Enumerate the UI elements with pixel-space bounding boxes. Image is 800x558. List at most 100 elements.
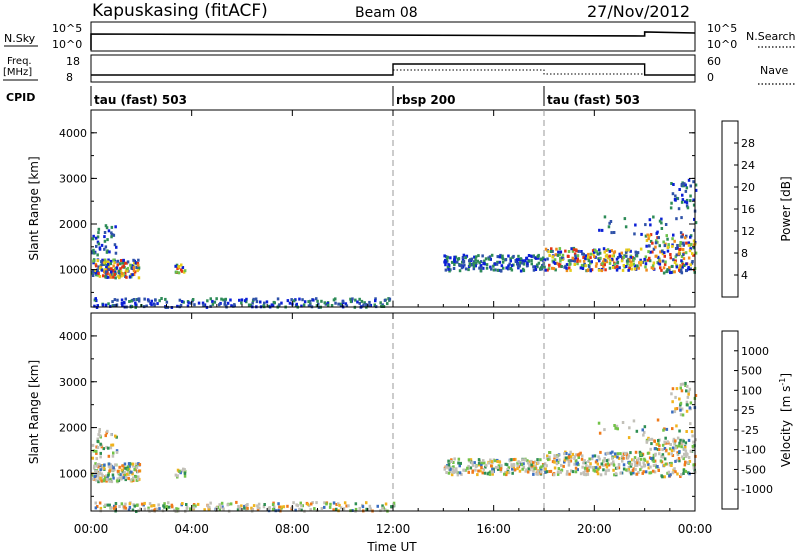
data-cell [580,263,584,267]
data-cell [647,466,650,470]
data-cell [628,426,631,430]
data-cell [633,267,637,271]
data-cell [659,266,662,270]
data-cell [512,463,516,467]
data-cell [654,245,657,249]
data-cell [128,502,132,506]
data-cell [680,271,684,275]
data-cell [233,303,236,307]
data-cell [684,200,687,204]
data-cell [576,468,579,472]
colorbar-label-unit: [m s [779,386,793,412]
data-cell [478,266,481,270]
data-cell [613,262,617,266]
data-cell [132,298,136,301]
data-cell [474,255,478,259]
data-cell [95,470,99,474]
data-cell [579,472,583,476]
data-cell [310,502,313,506]
data-cell [595,466,598,470]
data-cell [104,224,108,228]
data-cell [688,249,692,253]
data-cell [683,182,686,186]
data-cell [467,470,470,474]
y-tick-label: 3000 [59,172,87,185]
data-cell [445,465,448,469]
data-cell [483,259,486,263]
data-cell [677,444,681,448]
data-cell [627,468,630,472]
data-cell [100,243,104,247]
data-cell [554,268,557,272]
data-cell [245,297,248,301]
data-cell [206,299,209,303]
data-cell [103,258,107,262]
data-cell [119,262,122,266]
data-cell [131,462,135,466]
data-cell [300,508,303,512]
data-cell [687,241,691,245]
data-cell [517,465,521,469]
data-cell [537,461,540,465]
data-cell [689,184,692,188]
data-cell [587,460,590,463]
data-cell [576,262,579,266]
data-cell [317,302,320,306]
data-cell [555,462,559,466]
data-cell [564,249,567,253]
data-cell [684,183,687,187]
data-cell [118,269,121,273]
data-cell [132,266,136,270]
data-cell [447,263,450,267]
data-cell [686,395,690,399]
data-cell [246,506,249,510]
data-cell [222,507,225,511]
data-cell [126,260,130,264]
data-cell [649,223,652,227]
data-cell [624,468,628,472]
data-cell [628,461,631,465]
colorbar-tick-label: 25 [741,404,755,417]
data-cell [685,453,688,457]
data-cell [681,261,684,264]
data-cell [132,476,135,480]
data-cell [236,508,240,512]
data-cell [91,270,95,274]
data-cell [93,251,96,255]
data-cell [627,454,631,458]
data-cell [571,470,575,474]
data-cell [658,219,662,223]
data-cell [381,504,384,508]
data-cell [500,464,503,468]
data-cell [131,464,135,468]
data-cell [583,466,587,470]
data-cell [349,300,353,304]
data-cell [545,464,548,468]
data-cell [485,266,489,270]
data-cell [663,244,667,248]
data-cell [591,249,595,253]
data-cell [598,228,601,232]
data-cell [109,506,113,510]
data-cell [103,231,107,234]
data-cell [547,250,550,254]
data-cell [112,258,115,262]
data-cell [257,502,261,506]
data-cell [457,257,461,261]
data-cell [662,266,666,270]
data-cell [691,444,695,448]
data-cell [687,266,690,269]
x-tick-label: 08:00 [275,522,310,536]
data-cell [452,260,456,264]
data-cell [131,472,134,476]
data-cell [235,500,238,504]
data-cell [180,269,184,273]
data-cell [574,459,578,463]
data-cell [582,259,586,263]
data-cell [687,243,691,247]
data-cell [153,303,156,307]
data-cell [497,467,500,471]
data-cell [107,258,110,262]
data-cell [96,259,99,263]
data-cell [679,475,682,478]
